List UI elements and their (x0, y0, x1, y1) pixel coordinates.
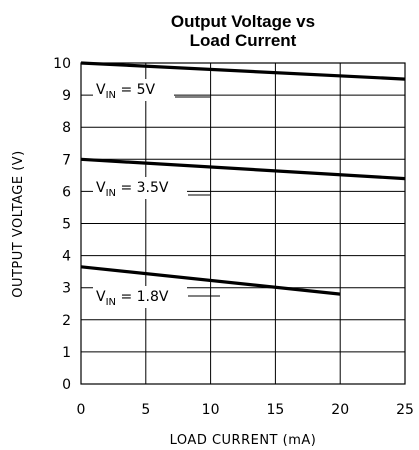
y-tick-label: 3 (62, 281, 71, 297)
x-tick-label: 25 (396, 402, 414, 418)
x-tick-label: 10 (202, 402, 220, 418)
y-tick-label: 0 (62, 377, 71, 393)
y-tick-label: 7 (62, 152, 71, 168)
y-axis-label: OUTPUT VOLTAGE (V) (11, 150, 26, 298)
x-tick-label: 15 (266, 402, 284, 418)
series-line-3 (80, 265, 341, 296)
x-tick-label: 5 (141, 402, 150, 418)
y-tick-label: 8 (62, 120, 71, 136)
series-label-background (93, 177, 187, 199)
tick-labels: 0 5 10 15 20 25 0 1 2 3 4 5 6 7 8 9 10 (53, 56, 414, 418)
series-line-2 (80, 157, 406, 181)
chart-title-line-1: Output Voltage vs (171, 12, 315, 31)
series-label-subscript: IN (106, 90, 116, 101)
series-label-main: V (96, 82, 106, 98)
x-tick-label: 0 (77, 402, 86, 418)
series-label-main: V (96, 180, 106, 196)
series-label-2: VIN = 3.5V (96, 180, 169, 199)
y-tick-label: 10 (53, 56, 71, 72)
series-label-value: = 1.8V (116, 289, 169, 305)
series-lines (80, 61, 406, 296)
y-tick-label: 1 (62, 345, 71, 361)
grid (80, 62, 406, 385)
y-tick-label: 6 (62, 184, 71, 200)
chart-title-line-2: Load Current (190, 31, 297, 50)
series-label-background (93, 286, 187, 308)
series-line-1 (80, 61, 406, 81)
x-axis-label: LOAD CURRENT (mA) (170, 433, 317, 448)
series-label-value: = 5V (116, 82, 156, 98)
y-tick-label: 9 (62, 88, 71, 104)
series-label-subscript: IN (106, 297, 116, 308)
series-label-1: VIN = 5V (96, 82, 156, 101)
x-tick-label: 20 (331, 402, 349, 418)
y-tick-label: 2 (62, 313, 71, 329)
series-label-value: = 3.5V (116, 180, 169, 196)
chart-title: Output Voltage vs Load Current (171, 12, 315, 50)
series-label-3: VIN = 1.8V (96, 289, 169, 308)
series-label-main: V (96, 289, 106, 305)
y-tick-label: 5 (62, 217, 71, 233)
series-label-subscript: IN (106, 188, 116, 199)
plot-frame (80, 62, 406, 385)
series-label-background (93, 79, 174, 101)
y-tick-label: 4 (62, 249, 71, 265)
